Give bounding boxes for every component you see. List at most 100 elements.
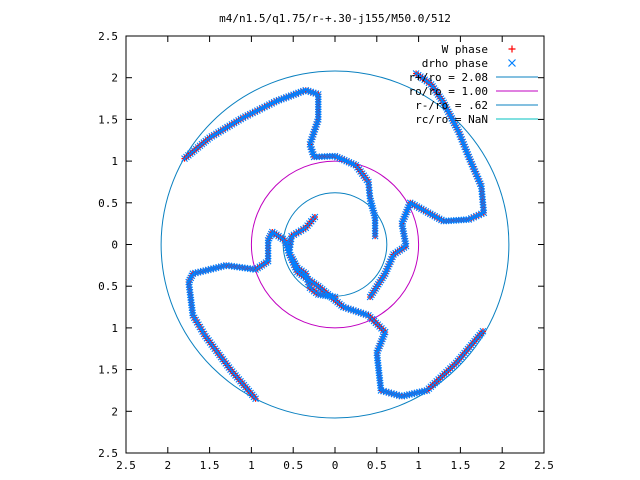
drho-phase-point-1 xyxy=(478,190,486,198)
drho-phase-point-3 xyxy=(406,391,413,398)
drho-phase-point-3 xyxy=(400,392,408,400)
drho-phase-point-2 xyxy=(264,242,272,249)
x-tick-label: 0 xyxy=(332,459,339,472)
drho-phase-point-1 xyxy=(479,196,486,203)
drho-phase-point-0 xyxy=(367,197,375,205)
drho-phase-point-2 xyxy=(217,263,225,271)
drho-phase-point-1 xyxy=(479,204,487,211)
drho-phase-point-1 xyxy=(478,185,485,193)
drho-phase-point-2 xyxy=(202,267,210,274)
drho-phase-point-0 xyxy=(371,217,379,224)
drho-phase-point-2 xyxy=(264,247,272,255)
drho-phase-point-0 xyxy=(314,98,322,106)
legend-label: drho phase xyxy=(422,57,488,70)
drho-phase-point-0 xyxy=(368,202,376,210)
drho-phase-point-0 xyxy=(314,108,322,116)
drho-phase-point-2 xyxy=(220,262,228,270)
x-tick-label: 1 xyxy=(248,459,255,472)
drho-phase-point-0 xyxy=(314,111,322,118)
drho-phase-point-2 xyxy=(236,263,244,271)
chart-title: m4/n1.5/q1.75/r-+.30-j155/M50.0/512 xyxy=(219,12,451,25)
drho-phase-point-3 xyxy=(416,388,423,396)
legend-marker-sample xyxy=(508,45,516,53)
drho-phase-point-1 xyxy=(480,206,487,214)
drho-phase-point-0 xyxy=(365,181,373,189)
drho-phase-point-0 xyxy=(365,184,373,191)
drho-phase-point-1 xyxy=(478,193,486,201)
drho-phase-point-2 xyxy=(249,265,257,273)
x-tick-label: 2.5 xyxy=(116,459,136,472)
drho-phase-point-3 xyxy=(479,327,487,335)
drho-phase-point-0 xyxy=(371,219,379,227)
drho-phase-point-2 xyxy=(212,264,220,272)
drho-phase-point-0 xyxy=(369,204,377,212)
drho-phase-point-1 xyxy=(480,209,488,217)
drho-phase-point-0 xyxy=(371,227,379,235)
drho-phase-point-0 xyxy=(371,222,379,230)
legend-marker-sample xyxy=(508,59,516,67)
drho-phase-point-2 xyxy=(189,270,197,278)
y-tick-label: 0 xyxy=(111,239,118,252)
y-tick-label: 2.5 xyxy=(98,447,118,460)
drho-phase-point-0 xyxy=(314,100,322,108)
drho-phase-point-1 xyxy=(478,188,486,195)
data-points xyxy=(181,70,488,403)
circle-1 xyxy=(160,70,510,419)
drho-phase-point-0 xyxy=(310,153,318,161)
drho-phase-point-2 xyxy=(268,228,276,236)
drho-phase-point-2 xyxy=(189,309,196,317)
drho-phase-point-2 xyxy=(188,272,196,280)
drho-phase-point-0 xyxy=(315,153,323,161)
drho-phase-point-2 xyxy=(238,264,246,272)
drho-phase-point-2 xyxy=(264,252,272,260)
drho-phase-point-3 xyxy=(288,232,295,240)
drho-phase-point-1 xyxy=(412,70,420,77)
y-tick-label: 1.5 xyxy=(98,113,118,126)
x-tick-label: 2 xyxy=(499,459,506,472)
y-tick-label: 1.5 xyxy=(98,364,118,377)
drho-phase-point-3 xyxy=(286,241,294,248)
drho-phase-point-2 xyxy=(210,265,217,272)
drho-phase-point-2 xyxy=(187,274,195,282)
drho-phase-point-0 xyxy=(369,207,377,215)
drho-phase-point-2 xyxy=(207,265,215,273)
drho-phase-point-3 xyxy=(411,389,418,397)
y-tick-label: 0.5 xyxy=(98,280,118,293)
drho-phase-point-0 xyxy=(365,186,373,194)
drho-phase-point-2 xyxy=(230,263,238,270)
drho-phase-point-2 xyxy=(194,269,202,276)
drho-phase-point-2 xyxy=(225,262,233,270)
drho-phase-point-0 xyxy=(314,95,322,103)
drho-phase-point-0 xyxy=(370,209,378,217)
drho-phase-point-2 xyxy=(252,266,259,273)
drho-phase-point-3 xyxy=(408,390,416,398)
drho-phase-point-0 xyxy=(365,178,372,186)
drho-phase-point-0 xyxy=(318,153,326,161)
x-tick-label: 1 xyxy=(415,459,422,472)
drho-phase-point-0 xyxy=(314,103,322,111)
drho-phase-point-2 xyxy=(264,255,272,262)
x-tick-label: 2 xyxy=(164,459,171,472)
legend-label: r-/ro = .62 xyxy=(415,99,488,112)
drho-phase-point-2 xyxy=(264,239,272,247)
drho-phase-point-2 xyxy=(244,264,251,272)
drho-phase-point-2 xyxy=(246,265,254,273)
drho-phase-point-2 xyxy=(267,230,275,238)
drho-phase-point-3 xyxy=(421,387,428,395)
drho-phase-point-0 xyxy=(371,214,379,222)
drho-phase-point-2 xyxy=(264,236,272,244)
drho-phase-point-0 xyxy=(323,153,331,160)
drho-phase-point-0 xyxy=(321,153,328,160)
x-tick-label: 0.5 xyxy=(283,459,303,472)
drho-phase-point-2 xyxy=(264,244,272,252)
drho-phase-point-0 xyxy=(314,93,322,101)
circle-2 xyxy=(250,160,420,329)
y-tick-label: 1 xyxy=(111,155,118,168)
y-axis-ticks: 2.5 2 1.5 1 0.5 0 0.5 1 1.5 2 2.5 xyxy=(98,30,544,460)
drho-phase-point-3 xyxy=(413,389,421,397)
drho-phase-point-2 xyxy=(204,266,212,274)
drho-phase-point-2 xyxy=(241,264,249,272)
drho-phase-point-1 xyxy=(479,201,487,209)
